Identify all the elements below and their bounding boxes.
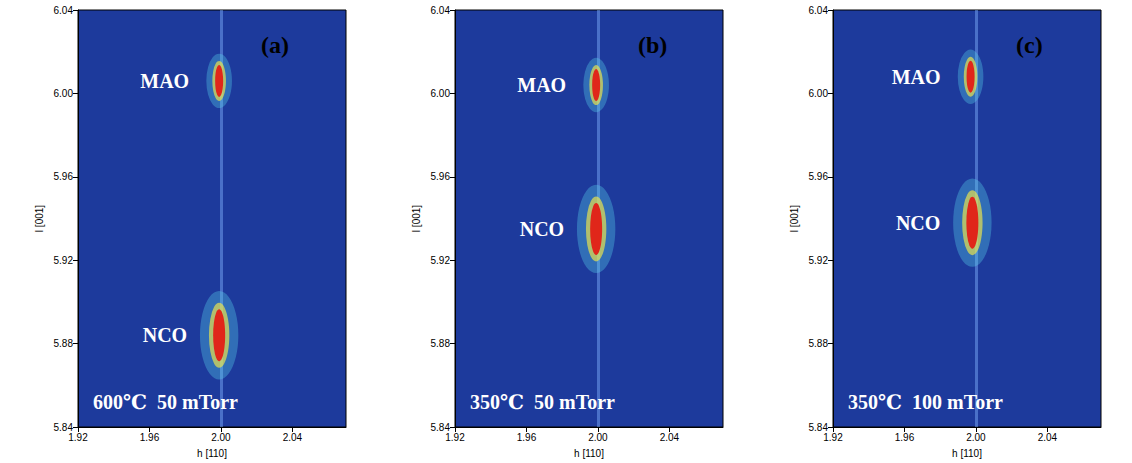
svg-text:2.04: 2.04: [1038, 432, 1058, 443]
svg-text:600℃ 50 mTorr: 600℃ 50 mTorr: [93, 391, 238, 413]
svg-text:6.00: 6.00: [431, 88, 451, 99]
svg-text:2.04: 2.04: [660, 432, 680, 443]
svg-text:1.92: 1.92: [68, 432, 88, 443]
svg-text:350℃ 100 mTorr: 350℃ 100 mTorr: [848, 391, 1003, 413]
svg-text:NCO: NCO: [520, 218, 564, 240]
svg-text:2.00: 2.00: [966, 432, 986, 443]
svg-text:2.00: 2.00: [588, 432, 608, 443]
svg-text:350℃ 50 mTorr: 350℃ 50 mTorr: [470, 391, 615, 413]
svg-text:6.04: 6.04: [809, 5, 829, 16]
svg-text:(a): (a): [261, 32, 289, 58]
svg-text:h [110]: h [110]: [952, 448, 982, 459]
svg-text:1.96: 1.96: [895, 432, 915, 443]
svg-text:2.00: 2.00: [211, 432, 231, 443]
svg-text:l [001]: l [001]: [411, 205, 422, 232]
svg-text:l [001]: l [001]: [789, 205, 800, 232]
svg-text:5.92: 5.92: [54, 255, 74, 266]
svg-text:6.04: 6.04: [54, 5, 74, 16]
svg-text:5.88: 5.88: [54, 338, 74, 349]
svg-text:(c): (c): [1016, 32, 1043, 58]
svg-text:1.96: 1.96: [140, 432, 160, 443]
svg-text:5.84: 5.84: [430, 421, 450, 433]
svg-text:5.96: 5.96: [809, 171, 829, 182]
svg-text:h [110]: h [110]: [197, 448, 227, 459]
svg-text:6.00: 6.00: [54, 88, 74, 99]
svg-text:5.96: 5.96: [54, 171, 74, 182]
svg-text:NCO: NCO: [896, 212, 940, 234]
svg-text:5.92: 5.92: [809, 255, 829, 266]
svg-text:NCO: NCO: [143, 324, 187, 346]
svg-text:MAO: MAO: [517, 74, 566, 96]
svg-text:MAO: MAO: [140, 70, 189, 92]
svg-text:6.00: 6.00: [809, 88, 829, 99]
svg-text:1.96: 1.96: [517, 432, 537, 443]
svg-text:5.88: 5.88: [431, 338, 451, 349]
svg-text:6.04: 6.04: [431, 5, 451, 16]
svg-text:5.88: 5.88: [809, 338, 829, 349]
svg-text:(b): (b): [638, 32, 667, 58]
svg-text:5.84: 5.84: [808, 421, 828, 433]
svg-text:1.92: 1.92: [445, 432, 465, 443]
svg-text:1.92: 1.92: [823, 432, 843, 443]
svg-text:5.92: 5.92: [431, 255, 451, 266]
svg-text:5.84: 5.84: [53, 421, 73, 433]
svg-text:h [110]: h [110]: [574, 448, 604, 459]
svg-text:MAO: MAO: [892, 66, 941, 88]
svg-text:5.96: 5.96: [431, 171, 451, 182]
svg-text:2.04: 2.04: [283, 432, 303, 443]
svg-text:l [001]: l [001]: [34, 205, 45, 232]
